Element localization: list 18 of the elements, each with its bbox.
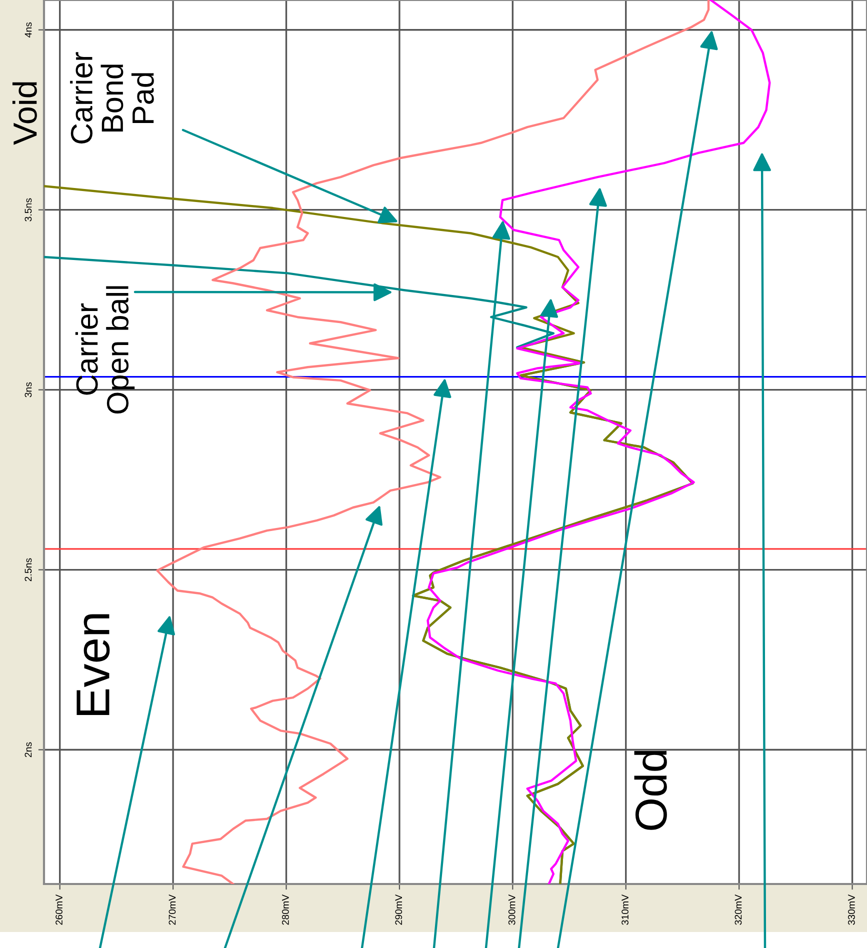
x-tick-label: 260mV [56,894,62,925]
annotation: Even [76,614,110,715]
x-tick-label: 280mV [282,894,289,925]
x-tick-label: 330mV [848,894,855,925]
y-tick-label: 2.5ns [24,558,32,582]
annotation: Carrier Bond Pad [70,52,154,144]
x-tick-label: 290mV [395,894,402,925]
x-tick-label: 310mV [622,894,628,925]
annotation: Odd [634,750,667,830]
x-tick-label: 300mV [508,894,516,925]
y-tick-label: 4ns [24,22,32,38]
y-tick-label: 3ns [24,382,32,398]
y-tick-label: 2ns [24,742,32,758]
x-tick-label: 270mV [168,894,176,925]
x-tick-label: 320mV [734,894,742,925]
text: Void [12,82,37,145]
annotation: Carrier Open ball [75,286,135,414]
y-tick-label: 3.5ns [24,198,32,222]
